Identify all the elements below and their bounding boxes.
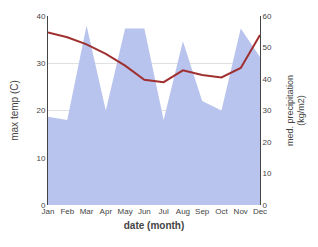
svg-text:date (month): date (month) bbox=[124, 220, 185, 231]
svg-text:max temp (C): max temp (C) bbox=[9, 80, 20, 141]
svg-text:0: 0 bbox=[263, 201, 268, 210]
svg-text:Dec: Dec bbox=[253, 207, 267, 216]
svg-text:Aug: Aug bbox=[176, 207, 190, 216]
svg-text:Oct: Oct bbox=[215, 207, 228, 216]
svg-text:Jul: Jul bbox=[159, 207, 169, 216]
svg-text:Sep: Sep bbox=[195, 207, 210, 216]
svg-text:40: 40 bbox=[36, 12, 45, 21]
svg-text:30: 30 bbox=[36, 59, 45, 68]
svg-text:60: 60 bbox=[263, 12, 272, 21]
svg-text:Mar: Mar bbox=[80, 207, 94, 216]
svg-text:Feb: Feb bbox=[60, 207, 74, 216]
svg-text:0: 0 bbox=[41, 201, 46, 210]
svg-text:20: 20 bbox=[36, 106, 45, 115]
svg-text:30: 30 bbox=[263, 106, 272, 115]
svg-text:10: 10 bbox=[263, 169, 272, 178]
svg-text:med. precipitation(kg/m2): med. precipitation(kg/m2) bbox=[285, 75, 307, 146]
svg-text:Jan: Jan bbox=[42, 207, 55, 216]
svg-text:10: 10 bbox=[36, 154, 45, 163]
svg-text:40: 40 bbox=[263, 75, 272, 84]
svg-text:Jun: Jun bbox=[138, 207, 151, 216]
svg-text:50: 50 bbox=[263, 43, 272, 52]
svg-text:May: May bbox=[118, 207, 133, 216]
svg-text:Apr: Apr bbox=[100, 207, 113, 216]
svg-text:Nov: Nov bbox=[234, 207, 248, 216]
svg-text:20: 20 bbox=[263, 138, 272, 147]
